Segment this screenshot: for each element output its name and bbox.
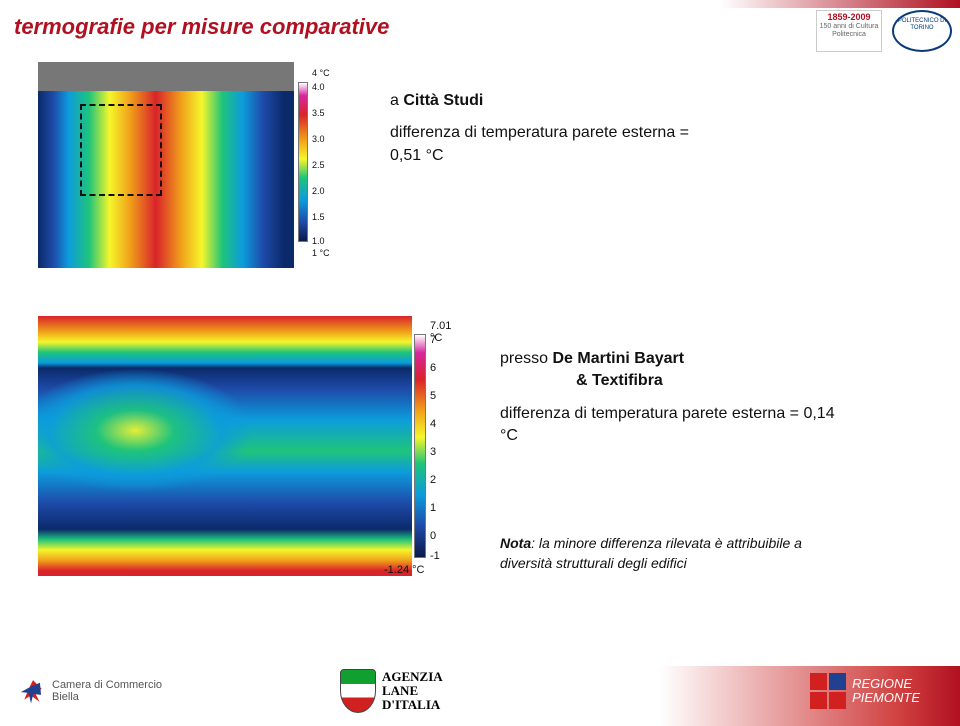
scale2-tick: 7 [430, 334, 436, 346]
scale2-bottom-unit: -1.24 °C [384, 564, 424, 576]
logo-camera-commercio: Camera di Commercio Biella [20, 666, 220, 716]
scale2-tick: 6 [430, 362, 436, 374]
shield-icon [340, 669, 376, 713]
thermo2-caption: presso De Martini Bayart & Textifibra di… [500, 348, 840, 448]
rp-line1: REGIONE [852, 677, 920, 691]
scale2-tick: 3 [430, 446, 436, 458]
thermo1-location: a Città Studi [390, 90, 690, 112]
header: termografie per misure comparative 1859-… [0, 0, 960, 60]
rp-line2: PIEMONTE [852, 691, 920, 705]
scale1-tick: 1.0 [312, 236, 325, 246]
thermo2-loc-line2: & Textifibra [500, 372, 663, 389]
page-title: termografie per misure comparative [14, 14, 389, 40]
scale2-tick: 1 [430, 502, 436, 514]
cc-mark-icon [20, 678, 46, 704]
rp-squares-icon [810, 673, 846, 709]
anniversary-years: 1859-2009 [819, 13, 879, 23]
scale2-tick: 2 [430, 474, 436, 486]
thermo1-loc-prefix: a [390, 92, 399, 109]
thermograph-2-scale: 7.01 °C 7 6 5 4 3 2 1 0 -1 -1.24 °C [414, 322, 460, 570]
scale2-tick: 0 [430, 530, 436, 542]
ali-line3: D'ITALIA [382, 698, 443, 712]
anniversary-logo: 1859-2009 150 anni di Cultura Politecnic… [816, 10, 882, 52]
ali-line1: AGENZIA [382, 670, 443, 684]
thermo2-diff: differenza di temperatura parete esterna… [500, 403, 840, 448]
polito-seal-text: POLITECNICO DI TORINO [894, 18, 950, 31]
scale1-top-unit: 4 °C [312, 68, 330, 78]
anniversary-sub: 150 anni di Cultura Politecnica [819, 23, 879, 38]
scale1-tick: 3.5 [312, 108, 325, 118]
scale1-bottom-unit: 1 °C [312, 248, 330, 258]
rp-text: REGIONE PIEMONTE [852, 677, 920, 706]
scale2-tick: 5 [430, 390, 436, 402]
scale1-tick: 3.0 [312, 134, 325, 144]
ali-text: AGENZIA LANE D'ITALIA [382, 670, 443, 713]
logo-regione-piemonte: REGIONE PIEMONTE [810, 666, 920, 716]
thermo1-diff-label: differenza di temperatura parete esterna… [390, 124, 689, 141]
footnote: Nota: la minore differenza rilevata è at… [500, 534, 850, 573]
thermograph-1-scale: 4 °C 4.0 3.5 3.0 2.5 2.0 1.5 1.0 1 °C [298, 68, 332, 258]
scale1-tick: 2.0 [312, 186, 325, 196]
ali-line2: LANE [382, 684, 443, 698]
scale1-tick: 1.5 [312, 212, 325, 222]
thermograph-1: 4 °C 4.0 3.5 3.0 2.5 2.0 1.5 1.0 1 °C [38, 62, 328, 268]
cc-text: Camera di Commercio Biella [52, 679, 162, 703]
footnote-label: Nota [500, 535, 531, 551]
thermo1-loc-name: Città Studi [403, 92, 483, 109]
footnote-text: : la minore differenza rilevata è attrib… [500, 535, 802, 571]
thermo2-location: presso De Martini Bayart & Textifibra [500, 348, 840, 393]
scale1-bar [298, 82, 308, 242]
scale1-tick: 4.0 [312, 82, 325, 92]
thermo1-diff-value: 0,51 °C [390, 147, 444, 164]
thermograph-1-image [38, 62, 294, 268]
cc-name: Camera di Commercio [52, 679, 162, 691]
thermograph-2-image [38, 316, 412, 576]
scale2-tick: 4 [430, 418, 436, 430]
thermo2-loc-prefix: presso [500, 350, 548, 367]
thermo1-diff: differenza di temperatura parete esterna… [390, 122, 690, 167]
scale2-bar [414, 334, 426, 558]
thermograph-2: 7.01 °C 7 6 5 4 3 2 1 0 -1 -1.24 °C [38, 316, 458, 576]
logo-agenzia-lane: AGENZIA LANE D'ITALIA [340, 666, 620, 716]
cc-city: Biella [52, 691, 162, 703]
thermo2-diff-label: differenza di temperatura parete esterna… [500, 405, 799, 422]
top-gradient-bar [720, 0, 960, 8]
scale1-tick: 2.5 [312, 160, 325, 170]
polito-seal: POLITECNICO DI TORINO [892, 10, 952, 52]
scale2-tick: -1 [430, 550, 440, 562]
thermo1-caption: a Città Studi differenza di temperatura … [390, 90, 690, 167]
thermo2-loc-line1: De Martini Bayart [552, 350, 684, 367]
footer: Camera di Commercio Biella AGENZIA LANE … [0, 656, 960, 726]
